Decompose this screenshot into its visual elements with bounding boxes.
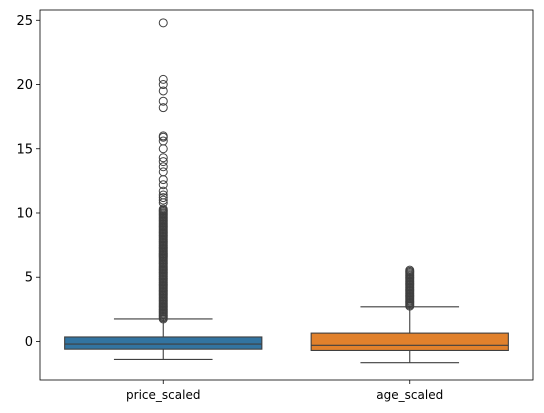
x-tick-label: price_scaled xyxy=(126,388,200,402)
y-tick-label: 20 xyxy=(16,78,33,93)
outlier-point xyxy=(158,175,168,185)
x-tick-label: age_scaled xyxy=(376,388,443,402)
outlier-point xyxy=(158,180,168,190)
box-series xyxy=(64,18,509,364)
outlier-point xyxy=(158,144,168,154)
outlier-point xyxy=(158,18,168,28)
iqr-box xyxy=(64,336,263,350)
box-age_scaled xyxy=(310,265,509,364)
outlier-point xyxy=(405,265,415,275)
y-tick-label: 0 xyxy=(25,335,33,350)
y-tick-label: 5 xyxy=(25,271,33,286)
box-price_scaled xyxy=(64,18,263,360)
outlier-point xyxy=(158,157,168,167)
outlier-point xyxy=(158,74,168,84)
plot-area-frame xyxy=(39,9,534,381)
iqr-box xyxy=(310,332,509,352)
outlier-point xyxy=(158,96,168,106)
y-tick-label: 25 xyxy=(16,14,33,29)
outlier-point xyxy=(158,136,168,146)
outlier-point xyxy=(158,153,168,163)
y-axis: 0 5 10 15 20 25 xyxy=(16,14,40,350)
outlier-point xyxy=(158,186,168,196)
outlier-point xyxy=(158,204,168,214)
outlier-point xyxy=(158,86,168,96)
outlier-point xyxy=(158,162,168,172)
outlier-point xyxy=(158,167,168,177)
y-tick-label: 10 xyxy=(16,206,33,221)
y-tick-label: 15 xyxy=(16,142,33,157)
outlier-point xyxy=(158,103,168,113)
outlier-point xyxy=(158,131,168,141)
outlier-point xyxy=(158,190,168,200)
x-axis: price_scaled age_scaled xyxy=(126,380,443,402)
outlier-point xyxy=(158,80,168,90)
outlier-band xyxy=(158,204,168,324)
outlier-point xyxy=(158,195,168,205)
outlier-band xyxy=(405,265,415,311)
outlier-point xyxy=(158,193,168,203)
